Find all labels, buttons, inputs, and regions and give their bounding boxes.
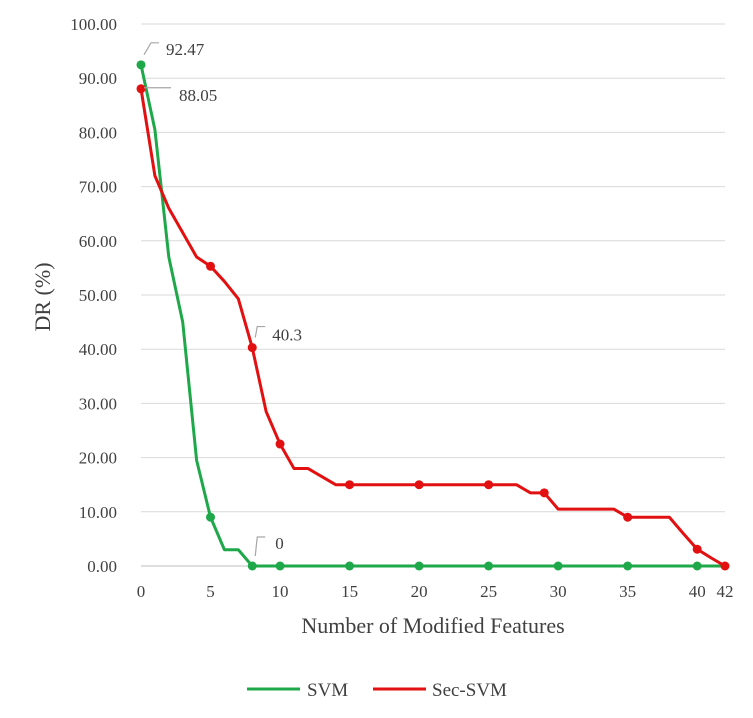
gridlines <box>141 23 725 567</box>
y-tick-label: 50.00 <box>79 286 117 305</box>
x-tick-label: 20 <box>411 582 428 601</box>
y-tick-label: 0.00 <box>87 557 117 576</box>
series-line-sec-svm <box>139 88 726 568</box>
x-tick-label: 40 <box>689 582 706 601</box>
data-point-svm <box>275 561 285 571</box>
data-label: 0 <box>275 534 284 553</box>
annotation-leader <box>254 536 266 557</box>
series-line-svm <box>139 64 725 568</box>
data-point-sec-svm <box>720 561 730 571</box>
data-point-sec-svm <box>484 480 494 490</box>
data-label: 40.3 <box>272 326 302 345</box>
data-point-svm <box>692 561 702 571</box>
x-tick-label: 10 <box>272 582 289 601</box>
y-axis-ticks: 0.00 10.00 20.00 30.00 40.00 50.00 60.00 70.00 8… <box>70 15 117 576</box>
data-point-sec-svm <box>275 439 285 449</box>
legend-label-sec-svm: Sec-SVM <box>432 680 507 701</box>
x-tick-label: 35 <box>619 582 636 601</box>
annotation-leader <box>254 325 266 338</box>
x-tick-label: 15 <box>341 582 358 601</box>
x-tick-label: 42 <box>717 582 734 601</box>
y-tick-label: 70.00 <box>79 178 117 197</box>
data-point-sec-svm <box>345 480 355 490</box>
x-tick-label: 0 <box>137 582 146 601</box>
data-point-svm <box>247 561 257 571</box>
data-point-svm <box>136 60 146 70</box>
data-point-sec-svm <box>206 261 216 271</box>
data-point-sec-svm <box>414 480 424 490</box>
y-tick-label: 30.00 <box>79 394 117 413</box>
x-tick-label: 5 <box>206 582 215 601</box>
data-label: 88.05 <box>179 86 217 105</box>
data-point-sec-svm <box>623 512 633 522</box>
x-tick-label: 30 <box>550 582 567 601</box>
y-axis-title: DR (%) <box>30 262 55 331</box>
legend: SVM Sec-SVM <box>247 680 507 701</box>
annotations: 92.47 88.05 40.3 0 <box>143 40 302 557</box>
x-tick-label: 25 <box>480 582 497 601</box>
data-point-svm <box>553 561 563 571</box>
data-point-sec-svm <box>247 343 257 353</box>
y-tick-label: 100.00 <box>70 15 117 34</box>
y-tick-label: 10.00 <box>79 503 117 522</box>
y-tick-label: 40.00 <box>79 340 117 359</box>
y-tick-label: 90.00 <box>79 69 117 88</box>
legend-label-svm: SVM <box>307 680 348 701</box>
x-axis-title: Number of Modified Features <box>301 613 564 638</box>
data-point-svm <box>414 561 424 571</box>
series-lines <box>139 64 726 568</box>
y-tick-label: 80.00 <box>79 123 117 142</box>
data-point-svm <box>345 561 355 571</box>
data-point-sec-svm <box>692 544 702 554</box>
y-tick-label: 60.00 <box>79 232 117 251</box>
annotation-leader <box>143 42 159 56</box>
y-tick-label: 20.00 <box>79 449 117 468</box>
data-point-svm <box>623 561 633 571</box>
data-point-svm <box>206 512 216 522</box>
x-axis-ticks: 0 5 10 15 20 25 30 35 40 42 <box>137 582 734 601</box>
data-label: 92.47 <box>166 40 205 59</box>
data-point-svm <box>484 561 494 571</box>
data-point-sec-svm <box>136 84 146 94</box>
data-point-sec-svm <box>539 488 549 498</box>
series-markers <box>136 60 730 571</box>
